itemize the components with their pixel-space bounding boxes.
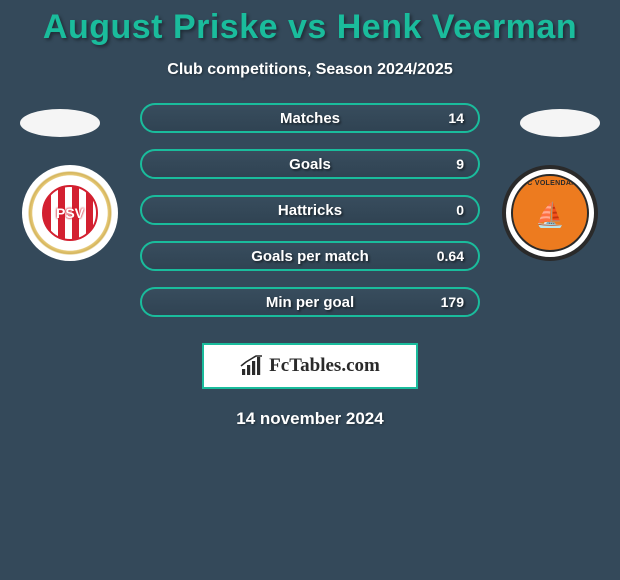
volendam-logo-text: FC VOLENDAM bbox=[523, 180, 578, 187]
stat-row: Goals9 bbox=[140, 149, 480, 179]
stat-value-right: 9 bbox=[434, 156, 464, 172]
ship-icon: ⛵ bbox=[535, 204, 565, 228]
player-photo-right bbox=[520, 109, 600, 137]
subtitle-text: Club competitions, Season 2024/2025 bbox=[0, 61, 620, 79]
stat-label: Matches bbox=[142, 110, 478, 127]
stat-row: Hattricks0 bbox=[140, 195, 480, 225]
club-badge-psv: PSV bbox=[22, 165, 118, 261]
brand-label: FcTables.com bbox=[269, 355, 380, 377]
page-title: August Priske vs Henk Veerman bbox=[0, 0, 620, 47]
player-photo-left bbox=[20, 109, 100, 137]
stat-value-right: 0 bbox=[434, 202, 464, 218]
stat-label: Hattricks bbox=[142, 202, 478, 219]
stat-label: Goals bbox=[142, 156, 478, 173]
stats-list: Matches14 Goals9 Hattricks0 Goals per match… bbox=[140, 103, 480, 333]
psv-logo-icon: PSV bbox=[42, 185, 98, 241]
volendam-logo-icon: FC VOLENDAM ⛵ bbox=[511, 174, 589, 252]
stat-value-right: 179 bbox=[434, 294, 464, 310]
stat-row: Goals per match0.64 bbox=[140, 241, 480, 271]
bar-chart-icon bbox=[240, 355, 264, 377]
stat-row: Matches14 bbox=[140, 103, 480, 133]
club-badge-volendam: FC VOLENDAM ⛵ bbox=[502, 165, 598, 261]
brand-box: FcTables.com bbox=[202, 343, 418, 389]
stat-row: Min per goal179 bbox=[140, 287, 480, 317]
stat-label: Goals per match bbox=[142, 248, 478, 265]
stat-value-right: 0.64 bbox=[434, 248, 464, 264]
stat-label: Min per goal bbox=[142, 294, 478, 311]
stat-value-right: 14 bbox=[434, 110, 464, 126]
date-text: 14 november 2024 bbox=[0, 409, 620, 429]
comparison-area: PSV FC VOLENDAM ⛵ Matches14 Goals9 Hattric… bbox=[0, 111, 620, 331]
